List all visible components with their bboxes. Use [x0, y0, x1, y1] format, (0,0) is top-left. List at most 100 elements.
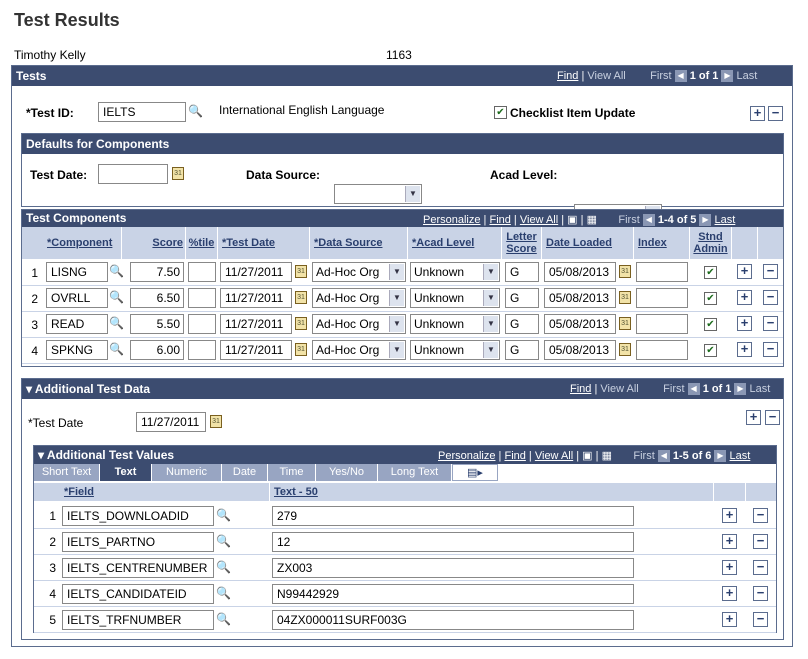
- acad-level-select[interactable]: Unknown ▼: [410, 288, 500, 308]
- add-row-button[interactable]: +: [722, 612, 737, 627]
- calendar-icon[interactable]: 31: [295, 317, 307, 330]
- lookup-icon[interactable]: 🔍: [216, 586, 231, 600]
- calendar-icon[interactable]: 31: [172, 167, 184, 180]
- collapse-icon[interactable]: ▾: [26, 382, 33, 396]
- index-input[interactable]: [636, 262, 688, 282]
- component-input[interactable]: READ: [46, 314, 108, 334]
- add-row-button[interactable]: +: [722, 586, 737, 601]
- test-date-input[interactable]: 11/27/2011: [220, 314, 292, 334]
- remove-test-button[interactable]: −: [768, 106, 783, 121]
- component-input[interactable]: OVRLL: [46, 288, 108, 308]
- lookup-icon[interactable]: 🔍: [109, 342, 124, 356]
- next-arrow-icon[interactable]: ▶: [699, 214, 712, 227]
- lookup-icon[interactable]: 🔍: [216, 534, 231, 548]
- default-data-source-select[interactable]: ▼: [334, 184, 422, 204]
- next-arrow-icon[interactable]: ▶: [734, 383, 747, 396]
- prev-arrow-icon[interactable]: ◀: [687, 383, 700, 396]
- field-input[interactable]: IELTS_TRFNUMBER: [62, 610, 214, 630]
- remove-row-button[interactable]: −: [753, 586, 768, 601]
- add-test-button[interactable]: +: [750, 106, 765, 121]
- test-date-input[interactable]: 11/27/2011: [220, 288, 292, 308]
- tab-long-text[interactable]: Long Text: [378, 464, 452, 481]
- score-input[interactable]: 6.00: [130, 340, 184, 360]
- prev-arrow-icon[interactable]: ◀: [642, 214, 655, 227]
- col-text[interactable]: Text - 50: [270, 483, 714, 501]
- field-input[interactable]: IELTS_DOWNLOADID: [62, 506, 214, 526]
- col-stnd-admin[interactable]: Stnd Admin: [690, 227, 732, 259]
- tile-input[interactable]: [188, 288, 216, 308]
- tab-short-text[interactable]: Short Text: [34, 464, 100, 481]
- text-value-input[interactable]: 12: [272, 532, 634, 552]
- test-date-input[interactable]: 11/27/2011: [220, 340, 292, 360]
- next-arrow-icon[interactable]: ▶: [714, 450, 727, 463]
- col-letter-score[interactable]: Letter Score: [502, 227, 542, 259]
- remove-additional-button[interactable]: −: [765, 410, 780, 425]
- remove-row-button[interactable]: −: [763, 342, 778, 357]
- additional-test-date-input[interactable]: 11/27/2011: [136, 412, 206, 432]
- lookup-icon[interactable]: 🔍: [109, 316, 124, 330]
- letter-score-input[interactable]: G: [505, 340, 539, 360]
- calendar-icon[interactable]: 31: [619, 291, 631, 304]
- add-additional-button[interactable]: +: [746, 410, 761, 425]
- additional-last[interactable]: Last: [749, 383, 771, 395]
- field-input[interactable]: IELTS_PARTNO: [62, 532, 214, 552]
- remove-row-button[interactable]: −: [753, 560, 768, 575]
- remove-row-button[interactable]: −: [753, 534, 768, 549]
- col-data-source[interactable]: *Data Source: [310, 227, 408, 259]
- tests-first[interactable]: First: [650, 70, 672, 82]
- download-grid-icon[interactable]: ▦: [586, 214, 597, 226]
- checklist-checkbox[interactable]: ✔: [494, 106, 507, 119]
- components-first[interactable]: First: [618, 214, 640, 226]
- stnd-admin-checkbox[interactable]: ✔: [704, 292, 717, 305]
- date-loaded-input[interactable]: 05/08/2013: [544, 262, 616, 282]
- component-input[interactable]: LISNG: [46, 262, 108, 282]
- additional-find[interactable]: Find: [570, 383, 592, 395]
- values-last[interactable]: Last: [729, 450, 751, 462]
- acad-level-select[interactable]: Unknown ▼: [410, 314, 500, 334]
- add-row-button[interactable]: +: [722, 534, 737, 549]
- tab-numeric[interactable]: Numeric: [152, 464, 222, 481]
- components-find[interactable]: Find: [489, 214, 511, 226]
- calendar-icon[interactable]: 31: [619, 343, 631, 356]
- calendar-icon[interactable]: 31: [295, 343, 307, 356]
- component-input[interactable]: SPKNG: [46, 340, 108, 360]
- text-value-input[interactable]: ZX003: [272, 558, 634, 578]
- acad-level-select[interactable]: Unknown ▼: [410, 340, 500, 360]
- additional-view-all[interactable]: View All: [600, 383, 639, 395]
- values-personalize[interactable]: Personalize: [438, 450, 496, 462]
- calendar-icon[interactable]: 31: [619, 265, 631, 278]
- letter-score-input[interactable]: G: [505, 314, 539, 334]
- col-test-date[interactable]: *Test Date: [218, 227, 310, 259]
- date-loaded-input[interactable]: 05/08/2013: [544, 314, 616, 334]
- score-input[interactable]: 7.50: [130, 262, 184, 282]
- data-source-select[interactable]: Ad-Hoc Org ▼: [312, 340, 406, 360]
- col-field[interactable]: *Field: [60, 483, 270, 501]
- tab-yes-no[interactable]: Yes/No: [316, 464, 378, 481]
- field-input[interactable]: IELTS_CENTRENUMBER: [62, 558, 214, 578]
- score-input[interactable]: 5.50: [130, 314, 184, 334]
- prev-arrow-icon[interactable]: ◀: [657, 450, 670, 463]
- col-tile[interactable]: %tile: [186, 227, 218, 259]
- tests-view-all[interactable]: View All: [587, 70, 626, 82]
- add-row-button[interactable]: +: [737, 264, 752, 279]
- calendar-icon[interactable]: 31: [295, 265, 307, 278]
- index-input[interactable]: [636, 288, 688, 308]
- zoom-icon[interactable]: ▣: [582, 450, 593, 462]
- col-index[interactable]: Index: [634, 227, 690, 259]
- lookup-icon[interactable]: 🔍: [216, 508, 231, 522]
- lookup-icon[interactable]: 🔍: [109, 290, 124, 304]
- lookup-icon[interactable]: 🔍: [216, 612, 231, 626]
- add-row-button[interactable]: +: [737, 290, 752, 305]
- date-loaded-input[interactable]: 05/08/2013: [544, 340, 616, 360]
- values-find[interactable]: Find: [504, 450, 526, 462]
- letter-score-input[interactable]: G: [505, 262, 539, 282]
- tests-find-link[interactable]: Find: [557, 70, 579, 82]
- additional-first[interactable]: First: [663, 383, 685, 395]
- data-source-select[interactable]: Ad-Hoc Org ▼: [312, 314, 406, 334]
- download-grid-icon[interactable]: ▦: [601, 450, 612, 462]
- text-value-input[interactable]: 279: [272, 506, 634, 526]
- lookup-icon[interactable]: 🔍: [216, 560, 231, 574]
- data-source-select[interactable]: Ad-Hoc Org ▼: [312, 262, 406, 282]
- tests-last[interactable]: Last: [736, 70, 758, 82]
- tab-text[interactable]: Text: [100, 464, 152, 481]
